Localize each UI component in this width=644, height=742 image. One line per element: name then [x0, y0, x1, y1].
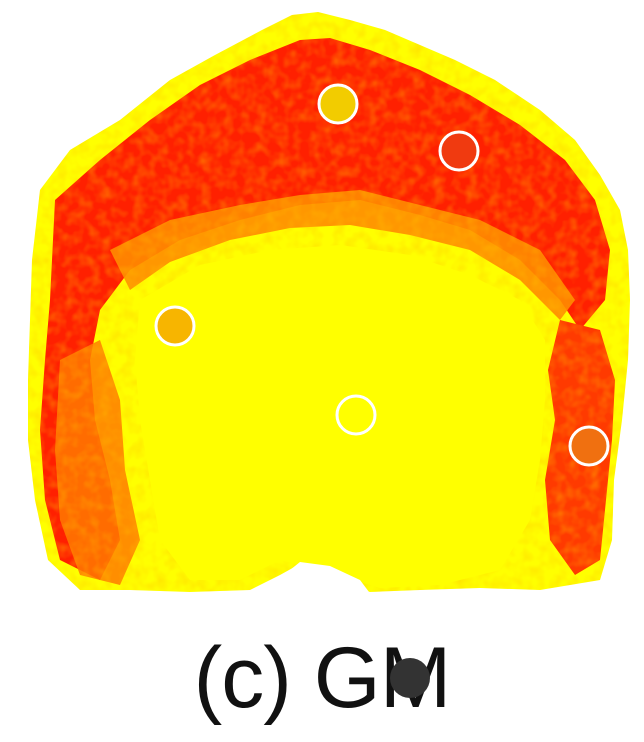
marker-center: [335, 394, 377, 436]
marker-left: [154, 305, 196, 347]
figure-caption: (c) GM: [193, 630, 452, 726]
bottom-notch: [286, 562, 375, 600]
marker-top-center: [317, 83, 359, 125]
dot-cursor-icon: [390, 658, 430, 698]
marker-top-right: [438, 130, 480, 172]
marker-right: [568, 425, 610, 467]
